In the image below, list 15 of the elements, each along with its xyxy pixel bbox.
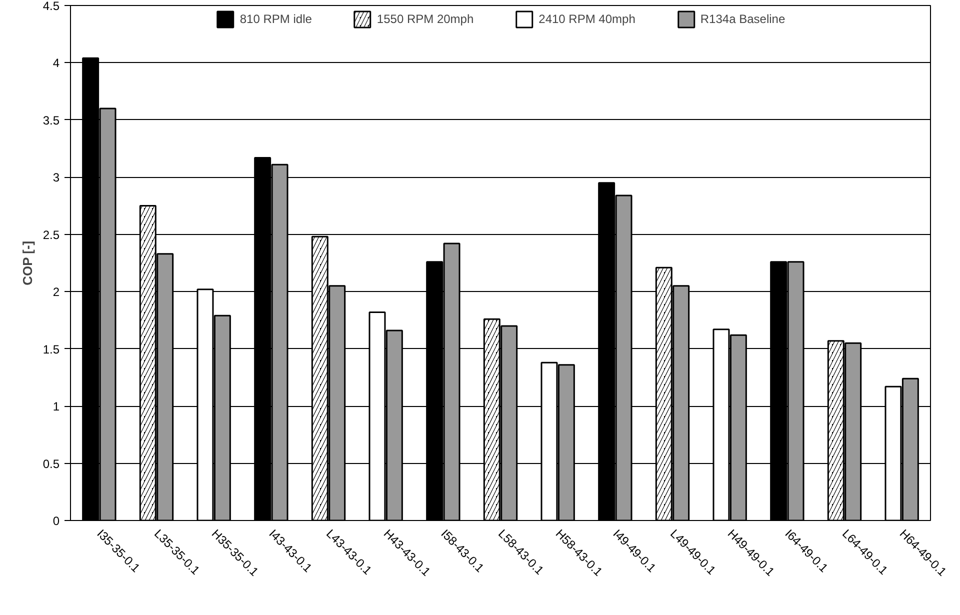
legend-label: R134a Baseline: [700, 12, 786, 26]
legend-label: 2410 RPM 40mph: [538, 12, 636, 26]
y-tick-label: 1.5: [42, 342, 60, 356]
y-tick-label: 2: [52, 285, 60, 300]
y-tick-label: 1: [52, 400, 60, 414]
y-tick-label: 2.5: [42, 228, 60, 242]
y-tick-label: 4: [52, 56, 60, 70]
y-tick-label: 4.5: [42, 0, 60, 13]
y-tick-label: 3: [52, 170, 60, 185]
legend-label: 810 RPM idle: [240, 12, 312, 26]
y-tick-label: 0: [52, 514, 60, 528]
y-tick-label: 3.5: [42, 113, 60, 128]
y-tick-label: 0.5: [42, 456, 60, 471]
y-axis-title: COP [-]: [20, 240, 35, 286]
legend-label: 1550 RPM 20mph: [376, 12, 474, 26]
